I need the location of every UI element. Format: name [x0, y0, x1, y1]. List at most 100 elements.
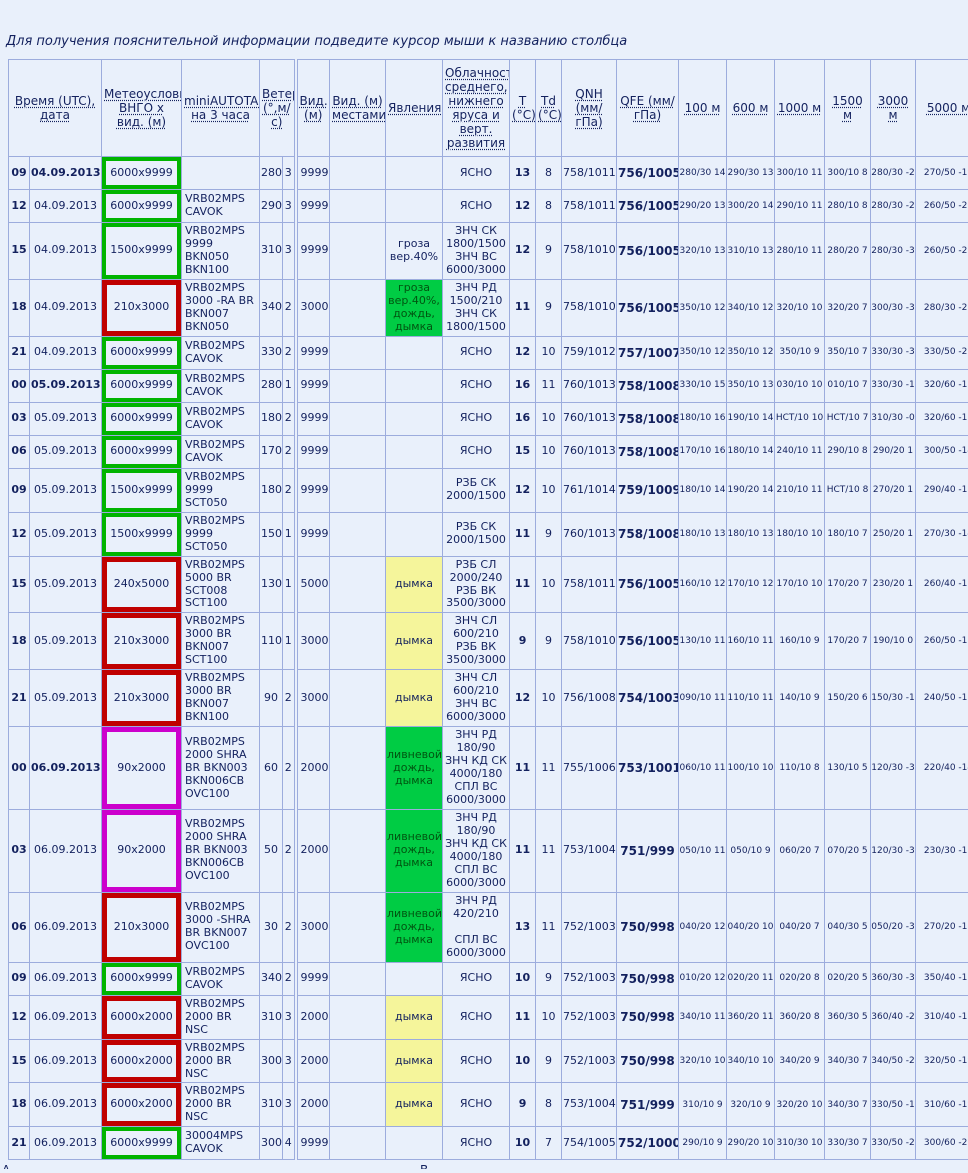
cell-wind-5000m: 320/60 -15 [916, 402, 968, 435]
cell-date: 06.09.2013 [30, 1083, 102, 1127]
cell-visibility: 3000 [296, 613, 330, 670]
cell-wind-3000m: 330/30 -1 [871, 369, 916, 402]
cell-wind-1000m: 160/10 9 [775, 613, 825, 670]
cell-wind-speed: 2 [283, 402, 296, 435]
col-header-level-1000m-label[interactable]: 1000 м [778, 101, 821, 115]
cell-wind-1500m: 010/10 7 [825, 369, 871, 402]
cell-qfe: 756/1005 [617, 190, 679, 223]
col-header-wind[interactable]: Ветер (°,м/с) [260, 60, 296, 157]
cell-temperature: 11 [510, 556, 536, 613]
col-header-level-3000m[interactable]: 3000 м [871, 60, 916, 157]
col-header-level-1500m[interactable]: 1500 м [825, 60, 871, 157]
cell-wind-speed: 1 [283, 369, 296, 402]
col-header-level-600m-label[interactable]: 600 м [733, 101, 769, 115]
cell-wind-1000m: 170/10 10 [775, 556, 825, 613]
cell-time-hour: 18 [9, 613, 30, 670]
cell-wind-100m: 350/10 12 [679, 336, 727, 369]
col-header-visibility-local-label[interactable]: Вид. (м) местами* [332, 94, 386, 122]
col-header-phenomena[interactable]: Явления [386, 60, 443, 157]
col-header-time-label[interactable]: Время (UTC), дата [15, 94, 95, 122]
cell-meteo-conditions: 6000x9999 [102, 190, 182, 223]
cell-time-hour: 15 [9, 556, 30, 613]
cell-wind-100m: 160/10 12 [679, 556, 727, 613]
cell-phenomena: ливневой дождь, дымка [386, 892, 443, 962]
cell-minitaf: VRB02MPS 2000 BR NSC [182, 1039, 260, 1083]
col-header-meteo-conditions[interactable]: Метеоусловия ВНГО х вид. (м) [102, 60, 182, 157]
col-header-minitaf-label[interactable]: miniAUTOTAF на 3 часа [184, 94, 260, 122]
cell-wind-1000m: 310/30 10 [775, 1127, 825, 1160]
cell-phenomena: дымка [386, 613, 443, 670]
col-header-level-1000m[interactable]: 1000 м [775, 60, 825, 157]
col-header-dewpoint[interactable]: Td (°C) [536, 60, 562, 157]
col-header-minitaf[interactable]: miniAUTOTAF на 3 часа [182, 60, 260, 157]
cell-wind-speed: 1 [283, 613, 296, 670]
cell-temperature: 12 [510, 190, 536, 223]
cell-temperature: 12 [510, 670, 536, 727]
col-header-visibility-local[interactable]: Вид. (м) местами* [330, 60, 386, 157]
col-header-qnh[interactable]: QNH (мм/гПа) [562, 60, 617, 157]
col-header-clouds[interactable]: Облачность среднего, нижнего яруса и вер… [443, 60, 510, 157]
cell-date: 05.09.2013 [30, 670, 102, 727]
cell-date: 06.09.2013 [30, 962, 102, 995]
cell-phenomena: гроза вер.40%, дождь, дымка [386, 279, 443, 336]
col-header-level-5000m[interactable]: 5000 м [916, 60, 968, 157]
col-header-clouds-label[interactable]: Облачность среднего, нижнего яруса и вер… [445, 66, 510, 151]
col-header-level-5000m-label[interactable]: 5000 м [927, 101, 968, 115]
cell-wind-3000m: 150/30 -1 [871, 670, 916, 727]
cell-wind-1000m: 280/10 11 [775, 223, 825, 280]
col-header-phenomena-label[interactable]: Явления [388, 101, 441, 115]
cell-meteo-conditions: 6000x9999 [102, 369, 182, 402]
cell-wind-3000m: 290/20 1 [871, 435, 916, 468]
cell-visibility: 9999 [296, 336, 330, 369]
cell-wind-speed: 2 [283, 336, 296, 369]
cell-qfe: 756/1005 [617, 223, 679, 280]
col-header-temperature[interactable]: T (°C) [510, 60, 536, 157]
col-header-meteo-label[interactable]: Метеоусловия ВНГО х вид. (м) [104, 87, 182, 129]
col-header-time[interactable]: Время (UTC), дата [9, 60, 102, 157]
cell-wind-100m: 290/20 13 [679, 190, 727, 223]
col-header-level-100m[interactable]: 100 м [679, 60, 727, 157]
cell-date: 05.09.2013 [30, 512, 102, 556]
col-header-qnh-label[interactable]: QNH (мм/гПа) [575, 87, 602, 129]
cell-wind-1000m: 320/20 10 [775, 1083, 825, 1127]
cell-wind-600m: 190/10 14 [727, 402, 775, 435]
col-header-temperature-label[interactable]: T (°C) [512, 94, 536, 122]
cell-wind-100m: 180/10 13 [679, 512, 727, 556]
cell-meteo-conditions: 1500x9999 [102, 223, 182, 280]
cell-wind-5000m: 300/60 -20 [916, 1127, 968, 1160]
cell-qnh: 755/1006 [562, 727, 617, 810]
col-header-level-100m-label[interactable]: 100 м [685, 101, 721, 115]
cell-dewpoint: 10 [536, 556, 562, 613]
cell-wind-600m: 310/10 13 [727, 223, 775, 280]
col-header-visibility[interactable]: Вид. (м) [296, 60, 330, 157]
cell-visibility-local [330, 435, 386, 468]
col-header-visibility-label[interactable]: Вид. (м) [300, 94, 328, 122]
cell-clouds: ЯСНО [443, 190, 510, 223]
cell-visibility: 2000 [296, 1039, 330, 1083]
col-header-level-600m[interactable]: 600 м [727, 60, 775, 157]
col-header-qfe[interactable]: QFE (мм/гПа) [617, 60, 679, 157]
cell-qnh: 753/1004 [562, 810, 617, 893]
cell-phenomena [386, 512, 443, 556]
cell-wind-3000m: 230/20 1 [871, 556, 916, 613]
col-header-qfe-label[interactable]: QFE (мм/гПа) [620, 94, 675, 122]
col-header-wind-label[interactable]: Ветер (°,м/с) [262, 87, 296, 129]
col-header-level-3000m-label[interactable]: 3000 м [878, 94, 909, 122]
col-header-level-1500m-label[interactable]: 1500 м [832, 94, 863, 122]
cell-wind-5000m: 300/50 -14 [916, 435, 968, 468]
cell-wind-1500m: 040/30 5 [825, 892, 871, 962]
cell-dewpoint: 11 [536, 727, 562, 810]
col-header-dewpoint-label[interactable]: Td (°C) [538, 94, 562, 122]
cell-qnh: 760/1013 [562, 402, 617, 435]
cell-visibility-local [330, 190, 386, 223]
cell-wind-1500m: 180/10 7 [825, 512, 871, 556]
cell-phenomena: ливневой дождь, дымка [386, 727, 443, 810]
cell-visibility-local [330, 336, 386, 369]
cell-time-hour: 03 [9, 402, 30, 435]
cell-date: 05.09.2013 [30, 613, 102, 670]
cell-visibility: 9999 [296, 468, 330, 512]
cell-minitaf [182, 157, 260, 190]
